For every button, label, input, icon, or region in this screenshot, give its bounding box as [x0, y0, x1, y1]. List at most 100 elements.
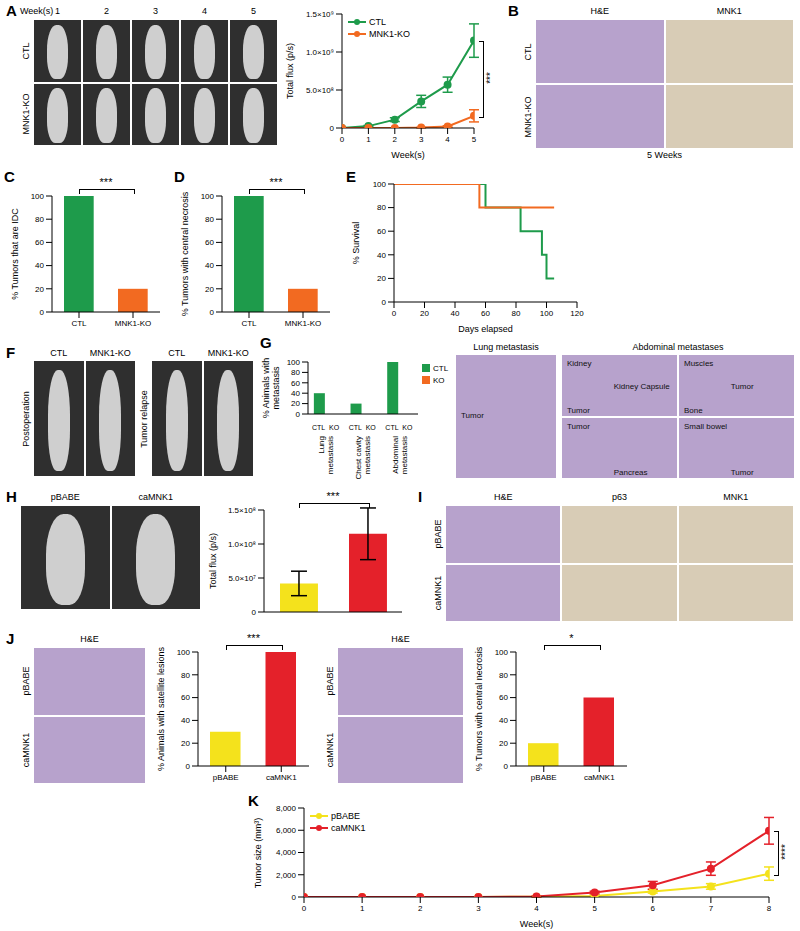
svg-text:0: 0 — [296, 410, 301, 419]
svg-text:80: 80 — [377, 203, 386, 212]
svg-text:20: 20 — [377, 274, 386, 283]
svg-text:0: 0 — [292, 893, 297, 902]
html-text:A Week(s) 1: A Week(s) 1 — [6, 2, 60, 19]
svg-text:40: 40 — [291, 389, 300, 398]
svg-text:40: 40 — [35, 261, 44, 270]
svg-text:80: 80 — [181, 671, 190, 680]
svg-text:100: 100 — [201, 192, 215, 201]
svg-text:20: 20 — [205, 285, 214, 294]
svg-text:4: 4 — [534, 904, 539, 913]
svg-text:100: 100 — [540, 309, 554, 318]
svg-text:0: 0 — [302, 904, 307, 913]
svg-text:100: 100 — [177, 648, 191, 657]
html-text:K: K — [248, 792, 259, 809]
svg-text:0: 0 — [392, 309, 397, 318]
svg-text:5.0×10⁷: 5.0×10⁷ — [228, 574, 256, 583]
svg-text:1: 1 — [360, 904, 365, 913]
svg-text:6: 6 — [651, 904, 656, 913]
svg-text:1.5×10⁹: 1.5×10⁹ — [306, 10, 334, 19]
svg-text:MNK1-KO: MNK1-KO — [285, 319, 321, 328]
svg-text:pBABE: pBABE — [213, 773, 239, 782]
svg-text:Days elapsed: Days elapsed — [458, 324, 513, 334]
svg-text:CTL: CTL — [349, 424, 362, 431]
html-text:CTL: CTL — [21, 42, 31, 60]
svg-text:40: 40 — [205, 261, 214, 270]
svg-text:80: 80 — [499, 671, 508, 680]
svg-text:4,000: 4,000 — [276, 848, 297, 857]
svg-text:100: 100 — [31, 192, 45, 201]
svg-text:0: 0 — [186, 762, 191, 771]
svg-text:80: 80 — [35, 215, 44, 224]
svg-text:6,000: 6,000 — [276, 826, 297, 835]
svg-text:CTL: CTL — [71, 319, 87, 328]
svg-text:60: 60 — [377, 227, 386, 236]
svg-text:20: 20 — [181, 739, 190, 748]
svg-text:0: 0 — [40, 308, 45, 317]
svg-text:40: 40 — [451, 309, 460, 318]
svg-text:1.0×10⁹: 1.0×10⁹ — [306, 48, 334, 57]
svg-text:7: 7 — [709, 904, 714, 913]
svg-text:Week(s): Week(s) — [391, 150, 424, 160]
html-text:H: H — [6, 488, 17, 505]
svg-text:KO: KO — [402, 424, 413, 431]
svg-text:2: 2 — [393, 135, 398, 144]
svg-text:Chest cavitymetastasis: Chest cavitymetastasis — [354, 436, 372, 480]
svg-text:KO: KO — [329, 424, 340, 431]
svg-text:80: 80 — [205, 215, 214, 224]
svg-text:60: 60 — [481, 309, 490, 318]
html-text:G: G — [260, 334, 272, 351]
svg-text:CTL: CTL — [241, 319, 257, 328]
svg-text:40: 40 — [377, 251, 386, 260]
svg-text:20: 20 — [35, 285, 44, 294]
svg-text:2: 2 — [418, 904, 423, 913]
svg-text:8: 8 — [767, 904, 772, 913]
svg-text:80: 80 — [512, 309, 521, 318]
svg-text:pBABE: pBABE — [531, 773, 557, 782]
svg-text:2,000: 2,000 — [276, 871, 297, 880]
svg-text:80: 80 — [291, 368, 300, 377]
svg-text:0: 0 — [330, 124, 335, 133]
html-text:C: C — [4, 168, 15, 185]
svg-text:Week(s): Week(s) — [520, 919, 553, 929]
svg-text:20: 20 — [499, 739, 508, 748]
svg-text:4: 4 — [445, 135, 450, 144]
svg-text:1.5×10⁸: 1.5×10⁸ — [228, 506, 256, 515]
svg-text:60: 60 — [181, 693, 190, 702]
svg-text:Abdominalmetastasis: Abdominalmetastasis — [391, 436, 409, 474]
svg-text:60: 60 — [291, 379, 300, 388]
svg-text:40: 40 — [499, 716, 508, 725]
svg-text:KO: KO — [366, 424, 377, 431]
svg-text:CTL: CTL — [312, 424, 325, 431]
svg-text:0: 0 — [252, 608, 257, 617]
svg-text:100: 100 — [287, 358, 301, 367]
svg-text:MNK1-KO: MNK1-KO — [115, 319, 151, 328]
svg-text:8,000: 8,000 — [276, 804, 297, 813]
svg-text:100: 100 — [495, 648, 509, 657]
svg-text:60: 60 — [35, 238, 44, 247]
svg-text:20: 20 — [291, 399, 300, 408]
svg-text:0: 0 — [382, 298, 387, 307]
svg-text:100: 100 — [373, 180, 387, 189]
svg-text:20: 20 — [420, 309, 429, 318]
svg-text:caMNK1: caMNK1 — [584, 773, 615, 782]
html-text:% Animals with metastasis: % Animals with metastasis — [261, 357, 281, 419]
svg-text:CTL: CTL — [385, 424, 398, 431]
svg-text:caMNK1: caMNK1 — [266, 773, 297, 782]
svg-text:120: 120 — [570, 309, 584, 318]
html-text:B: B — [508, 2, 519, 19]
svg-text:60: 60 — [205, 238, 214, 247]
svg-text:5.0×10⁸: 5.0×10⁸ — [306, 86, 334, 95]
svg-text:40: 40 — [181, 716, 190, 725]
svg-text:3: 3 — [419, 135, 424, 144]
svg-text:0: 0 — [210, 308, 215, 317]
svg-text:5: 5 — [472, 135, 477, 144]
svg-text:Lungmetastasis: Lungmetastasis — [317, 436, 335, 474]
svg-text:60: 60 — [499, 693, 508, 702]
html-text:D: D — [174, 168, 185, 185]
svg-text:0: 0 — [504, 762, 509, 771]
svg-text:0: 0 — [340, 135, 345, 144]
svg-text:1.0×10⁸: 1.0×10⁸ — [228, 540, 256, 549]
svg-text:3: 3 — [476, 904, 481, 913]
svg-text:5: 5 — [592, 904, 597, 913]
svg-text:1: 1 — [366, 135, 371, 144]
